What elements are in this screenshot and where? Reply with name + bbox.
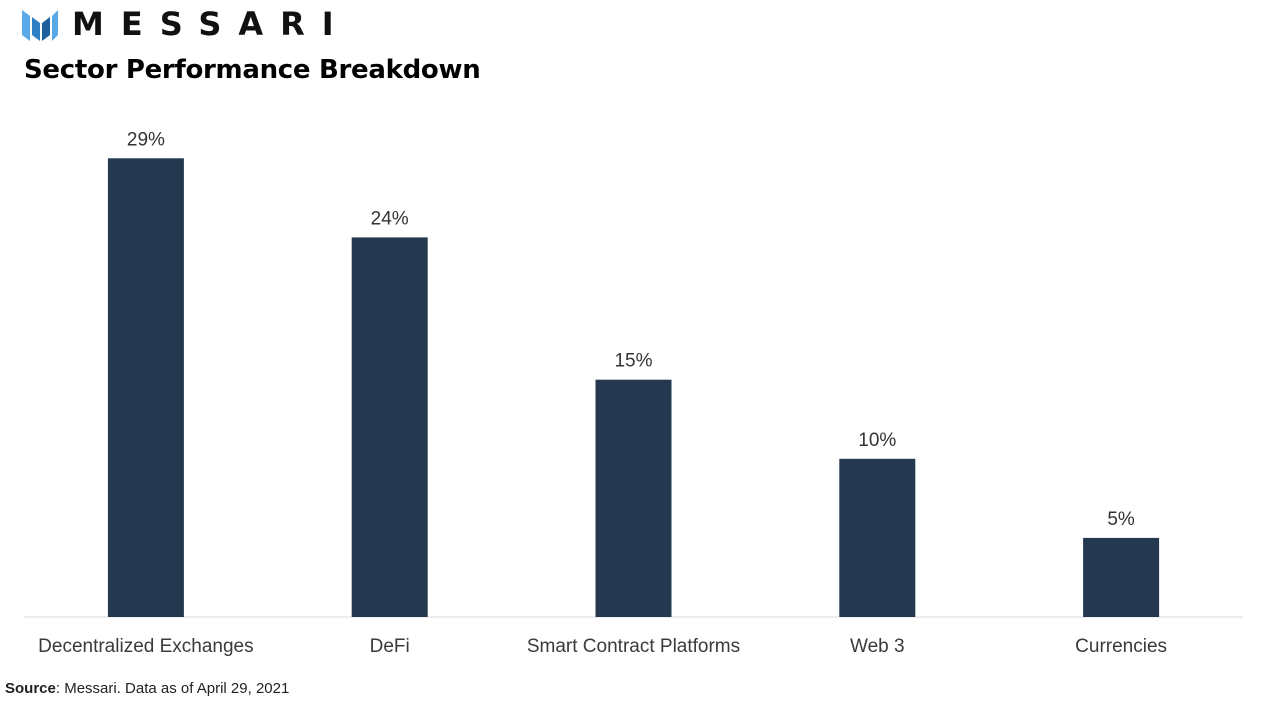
category-label: Decentralized Exchanges: [38, 636, 253, 657]
data-labels-group: 29% 24% 15% 10% 5%: [127, 129, 1135, 530]
source-label: Source: [5, 680, 56, 697]
category-label: Currencies: [1075, 636, 1167, 657]
messari-logo-icon: [22, 10, 58, 41]
data-label: 5%: [1107, 509, 1135, 530]
data-label: 10%: [858, 430, 896, 451]
category-label: Smart Contract Platforms: [527, 636, 740, 657]
data-label: 29%: [127, 129, 165, 150]
bar: [1083, 537, 1160, 617]
category-label: Web 3: [850, 636, 905, 657]
category-labels-group: Decentralized Exchanges DeFi Smart Contrac…: [38, 636, 1167, 657]
brand-logo: MESSARI: [22, 6, 351, 42]
bar: [351, 237, 428, 617]
bar: [107, 158, 184, 618]
chart-title: Sector Performance Breakdown: [24, 55, 481, 85]
bar: [595, 379, 672, 617]
data-label: 24%: [371, 208, 409, 229]
bars-group: [107, 158, 1160, 618]
data-label: 15%: [614, 351, 652, 372]
category-label: DeFi: [370, 636, 410, 657]
brand-wordmark: MESSARI: [72, 5, 351, 43]
bar: [839, 458, 916, 617]
source-text: : Messari. Data as of April 29, 2021: [55, 680, 290, 697]
source-note: Source: Messari. Data as of April 29, 20…: [5, 679, 289, 699]
